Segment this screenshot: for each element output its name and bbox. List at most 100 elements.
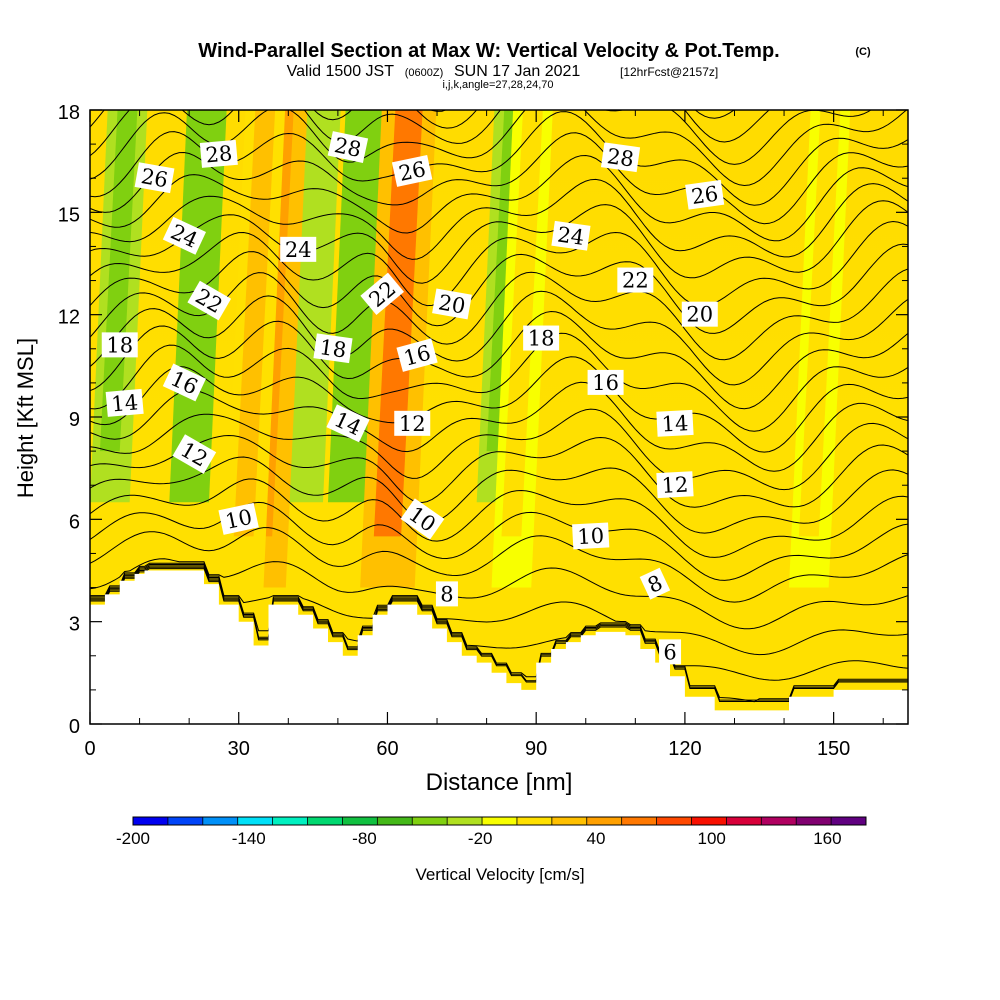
colorbar-tick-label: 160 xyxy=(813,829,841,848)
theta-contour-label-box xyxy=(685,179,725,210)
colorbar-swatch xyxy=(133,817,169,825)
theta-contour-label-box xyxy=(360,272,404,315)
theta-contour-line xyxy=(90,243,908,334)
theta-contour-label: 14 xyxy=(105,388,144,417)
colorbar-swatch xyxy=(412,817,448,825)
theta-contour-label-text: 20 xyxy=(686,303,713,327)
theta-contour-label: 10 xyxy=(572,522,610,550)
colorbar-swatch xyxy=(691,817,727,825)
theta-contour-label-box xyxy=(162,216,207,255)
colorbar-swatch xyxy=(482,817,518,825)
subtitle-utc: (0600Z) xyxy=(405,67,444,79)
subtitle-date: SUN 17 Jan 2021 xyxy=(454,63,580,80)
theta-contour-label: 16 xyxy=(396,338,438,372)
x-tick-label: 0 xyxy=(84,738,95,760)
theta-contour-label-box xyxy=(400,498,445,540)
theta-contour-label-text: 14 xyxy=(661,411,689,436)
x-tick-label: 60 xyxy=(376,738,398,760)
theta-contour-line xyxy=(90,310,908,410)
subtitle-valid: Valid 1500 JST xyxy=(287,63,395,80)
theta-contour-label: 24 xyxy=(280,236,317,262)
theta-contour-label: 18 xyxy=(313,333,353,364)
colorbar-swatch xyxy=(796,817,832,825)
theta-contour-label-text: 6 xyxy=(663,640,676,664)
terrain-mask xyxy=(90,570,908,724)
chart-title-unit: (C) xyxy=(855,46,871,58)
theta-contour-label: 20 xyxy=(432,288,472,320)
colorbar-tick-label: 100 xyxy=(697,829,725,848)
colorbar-swatch xyxy=(621,817,658,825)
theta-contour-label: 18 xyxy=(101,332,138,358)
chart-title: Wind-Parallel Section at Max W: Vertical… xyxy=(198,40,779,62)
y-tick-label: 6 xyxy=(69,511,80,533)
theta-contour-label: 16 xyxy=(162,363,207,402)
updraft-core xyxy=(373,110,423,537)
y-tick-label: 18 xyxy=(58,102,80,124)
colorbar-swatch xyxy=(551,817,588,825)
colorbar-swatch xyxy=(272,817,309,825)
theta-contour-label: 28 xyxy=(600,142,641,173)
theta-contour-line xyxy=(90,178,908,260)
downdraft-core xyxy=(179,110,217,452)
theta-contour-label-text: 18 xyxy=(528,327,555,351)
theta-contour-label-box xyxy=(280,236,317,262)
theta-contour-label-box xyxy=(681,301,718,327)
theta-contour-label: 26 xyxy=(134,162,175,194)
theta-contour-label-box xyxy=(551,220,591,251)
theta-contour-label-text: 28 xyxy=(332,133,363,162)
theta-contour-label-box xyxy=(187,280,232,321)
colorbar-swatch xyxy=(202,817,239,825)
theta-contour-line xyxy=(90,408,908,491)
theta-contour-label-text: 10 xyxy=(577,524,605,549)
theta-contour-label-box xyxy=(327,131,369,164)
colorbar-label: Vertical Velocity [cm/s] xyxy=(415,865,584,884)
theta-contour-line xyxy=(90,564,908,681)
theta-contour-label: 8 xyxy=(639,567,671,600)
theta-contour-line xyxy=(90,568,908,702)
colorbar-swatch xyxy=(516,817,553,825)
theta-contour-label: 12 xyxy=(656,471,694,499)
colorbar-frame xyxy=(132,816,867,826)
theta-contour-label-text: 16 xyxy=(592,371,619,395)
theta-contour-label-box xyxy=(199,139,238,168)
theta-contour-label-box xyxy=(659,639,682,665)
x-tick-label: 90 xyxy=(525,738,547,760)
theta-contour-label-box xyxy=(523,325,560,351)
theta-contour-label-box xyxy=(172,434,217,474)
theta-contour-line xyxy=(90,356,908,453)
colorbar-tick-label: -20 xyxy=(468,829,493,848)
theta-contour-label-box xyxy=(394,410,431,436)
theta-contour-label-box xyxy=(391,154,433,187)
downdraft-core xyxy=(293,110,331,452)
theta-contour-label-text: 26 xyxy=(690,182,720,209)
subtitle-indices: i,j,k,angle=27,28,24,70 xyxy=(442,79,553,91)
colorbar-tick-label: 40 xyxy=(586,829,605,848)
theta-contour-label-box xyxy=(101,332,138,358)
theta-contour-label-box xyxy=(432,288,472,320)
theta-contour-label-text: 18 xyxy=(106,333,133,357)
theta-contour-label: 26 xyxy=(391,154,433,187)
theta-contour-label-box xyxy=(396,338,438,372)
theta-contour-label: 26 xyxy=(685,179,725,210)
theta-contour-label-text: 24 xyxy=(556,222,586,249)
theta-contour-label: 6 xyxy=(659,639,682,665)
theta-contour-line xyxy=(90,434,908,508)
x-axis-label: Distance [nm] xyxy=(426,769,573,796)
colorbar-swatch xyxy=(586,817,623,825)
updraft-core xyxy=(233,110,276,537)
colorbar-swatch xyxy=(447,817,483,825)
theta-contour-label-box xyxy=(105,388,144,417)
colorbar: -200 -140 -80 -20 40 100 160 xyxy=(116,816,867,848)
colorbar-swatch xyxy=(307,817,343,825)
x-tick-label: 120 xyxy=(668,738,701,760)
x-tick-label: 30 xyxy=(228,738,250,760)
theta-contour-line xyxy=(90,562,908,656)
theta-contour-label-box xyxy=(656,471,694,499)
updraft-core xyxy=(798,110,841,537)
theta-contour-label-text: 22 xyxy=(622,269,649,293)
colorbar-swatch xyxy=(761,817,797,825)
colorbar-swatch xyxy=(237,817,274,825)
theta-contour-label: 16 xyxy=(587,369,624,395)
theta-contour-label: 24 xyxy=(551,220,591,251)
